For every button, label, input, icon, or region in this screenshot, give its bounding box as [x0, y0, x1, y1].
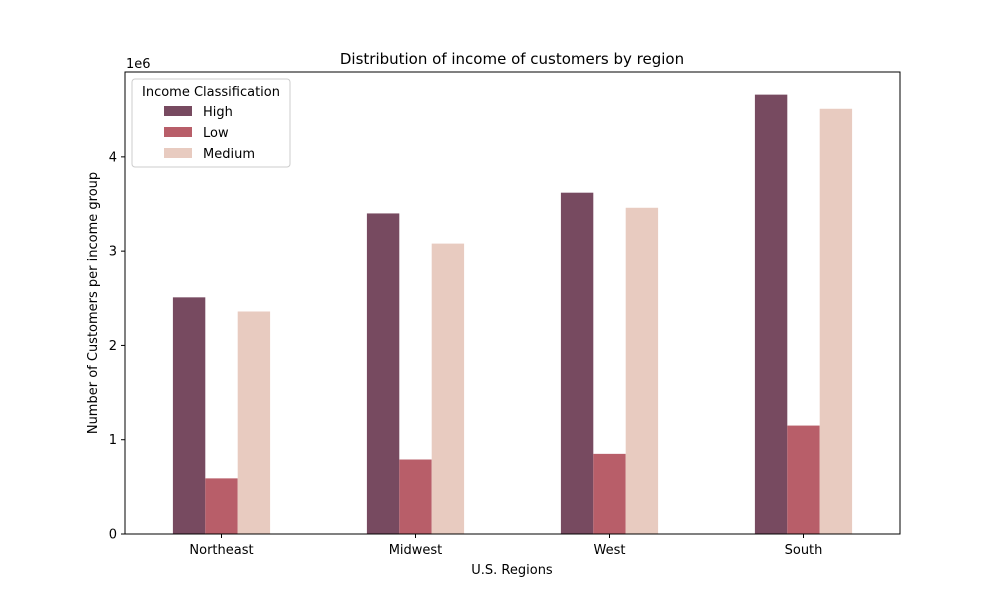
bar-medium-northeast	[237, 311, 271, 534]
bar-low-south	[787, 425, 820, 534]
bar-medium-south	[819, 108, 853, 535]
y-tick-label: 3	[109, 245, 117, 260]
bar-low-northeast	[205, 478, 238, 534]
plot-frame	[124, 71, 901, 535]
y-tick-label: 4	[109, 150, 117, 165]
y-tick-label: 0	[109, 528, 117, 543]
legend-swatch-low	[164, 127, 192, 137]
legend-swatch-high	[164, 106, 192, 116]
bar-high-west	[560, 192, 594, 534]
legend-label-high: High	[203, 105, 233, 120]
bar-low-west	[593, 453, 626, 534]
legend-entries: High Low Medium	[164, 105, 255, 162]
legend-label-medium: Medium	[203, 147, 255, 162]
bars-group	[172, 94, 853, 535]
y-axis-offset-label: 1e6	[126, 57, 151, 72]
x-tick-label: Midwest	[389, 543, 443, 558]
bar-high-northeast	[172, 297, 206, 534]
legend-label-low: Low	[203, 126, 229, 141]
x-tick-label: South	[785, 543, 823, 558]
bar-medium-midwest	[431, 243, 465, 534]
legend: Income Classification High Low Medium	[131, 78, 291, 168]
bar-medium-west	[625, 207, 659, 534]
x-tick-label: West	[594, 543, 626, 558]
chart-title: Distribution of income of customers by r…	[340, 50, 684, 68]
y-tick-label: 2	[109, 339, 117, 354]
x-tick-label: Northeast	[189, 543, 253, 558]
legend-swatch-medium	[164, 148, 192, 158]
bar-low-midwest	[399, 459, 432, 534]
bar-high-midwest	[366, 213, 400, 534]
bar-high-south	[754, 94, 788, 534]
x-axis-label: U.S. Regions	[471, 563, 553, 578]
legend-box	[131, 78, 291, 168]
y-axis-ticks: 0 1 2 3 4	[109, 150, 125, 543]
y-tick-label: 1	[109, 433, 117, 448]
x-axis-ticks: Northeast Midwest West South	[189, 534, 822, 558]
legend-title: Income Classification	[142, 85, 280, 100]
y-axis-label: Number of Customers per income group	[86, 172, 101, 434]
